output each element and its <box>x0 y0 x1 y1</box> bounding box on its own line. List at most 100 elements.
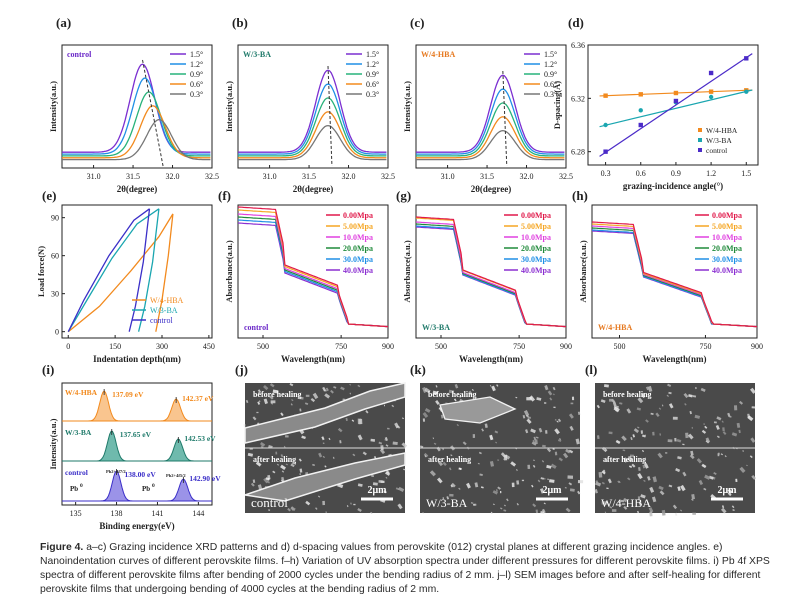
tick-label: 0 <box>55 328 59 337</box>
legend-label: 0.00Mpa <box>343 211 373 220</box>
grain <box>558 457 563 462</box>
tick-label: 32.5 <box>205 172 219 181</box>
grain <box>459 395 461 398</box>
grain <box>704 474 711 480</box>
grain <box>704 425 708 429</box>
peak-label: 142.37 eV <box>182 394 214 403</box>
fit-line <box>599 53 753 157</box>
legend-label: W/4-HBA <box>150 296 184 305</box>
grain <box>492 503 495 506</box>
grain <box>451 482 456 488</box>
grain <box>257 401 261 405</box>
grain <box>680 509 683 512</box>
grain <box>674 512 678 516</box>
grain <box>532 503 537 508</box>
grain <box>565 448 571 454</box>
grain <box>563 452 569 459</box>
grain <box>385 444 389 447</box>
grain <box>736 422 741 428</box>
grain <box>713 471 717 476</box>
grain <box>626 408 632 414</box>
grain <box>642 464 646 469</box>
grain <box>728 415 732 418</box>
legend-label: control <box>150 316 173 325</box>
uv-curve <box>415 216 567 328</box>
legend-label: 5.00Mpa <box>712 222 742 231</box>
legend-label: 20.0Mpa <box>712 244 742 253</box>
grain <box>568 449 574 454</box>
grain <box>529 395 536 402</box>
grain <box>265 477 270 481</box>
grain <box>703 423 706 425</box>
data-point <box>638 92 643 97</box>
y-axis-label: Absorbance(a.u.) <box>578 240 588 303</box>
grain <box>637 472 643 480</box>
xrd-panel-0: (a) 31.0 31.5 32.0 32.5 2θ(degree) Intensity(a… <box>48 15 219 194</box>
grain <box>357 483 363 487</box>
tick-label: 31.5 <box>302 172 316 181</box>
grain <box>617 480 620 484</box>
data-point <box>603 149 608 154</box>
grain <box>383 404 385 407</box>
grain <box>668 391 672 395</box>
tick-label: 144 <box>192 509 204 518</box>
grain <box>499 490 502 494</box>
grain <box>317 495 321 498</box>
grain <box>299 468 303 473</box>
grain <box>541 508 546 514</box>
grain <box>478 451 482 455</box>
crack-region <box>439 396 517 424</box>
grain <box>259 400 261 403</box>
x-axis-label: 2θ(degree) <box>471 184 512 194</box>
grain <box>615 439 621 445</box>
grain <box>432 437 434 440</box>
grain <box>531 484 534 488</box>
xrd-curve <box>62 119 211 161</box>
xrd-curve <box>62 91 211 157</box>
panel-letter: (f) <box>218 188 231 203</box>
caption-text: a–c) Grazing incidence XRD patterns and … <box>40 542 770 595</box>
grain <box>349 384 352 386</box>
grain <box>503 458 506 461</box>
grain <box>318 452 323 458</box>
grain <box>657 452 663 459</box>
grain <box>689 410 692 415</box>
grain <box>370 511 373 515</box>
grain <box>243 424 246 427</box>
grain <box>324 465 327 468</box>
grain <box>541 460 545 463</box>
grain <box>365 410 369 414</box>
grain <box>293 463 297 465</box>
grain <box>506 498 509 502</box>
grain <box>378 480 383 483</box>
tick-label: 6.28 <box>571 148 585 157</box>
legend-label: 0.00Mpa <box>712 211 742 220</box>
grain <box>554 451 558 456</box>
grain <box>727 492 732 497</box>
grain <box>281 476 285 482</box>
grain <box>333 386 337 389</box>
grain <box>540 477 544 480</box>
grain <box>627 477 631 481</box>
fit-line <box>599 89 753 128</box>
grain <box>387 427 390 430</box>
grain <box>641 449 644 453</box>
grain <box>569 488 575 492</box>
grain <box>620 499 625 503</box>
grain <box>511 482 515 488</box>
grain <box>322 386 326 392</box>
grain <box>557 418 562 423</box>
grain <box>462 441 467 446</box>
grain <box>456 423 459 427</box>
grain <box>667 383 672 387</box>
sample-label: W/3-BA <box>426 496 468 510</box>
legend-label: 1.2° <box>190 60 203 69</box>
grain <box>424 408 431 413</box>
grain <box>649 486 655 493</box>
grain <box>550 463 557 469</box>
grain <box>724 455 727 458</box>
grain <box>644 463 649 469</box>
uv-curve <box>237 206 389 328</box>
xrd-curve <box>416 74 565 153</box>
grain <box>266 480 271 484</box>
